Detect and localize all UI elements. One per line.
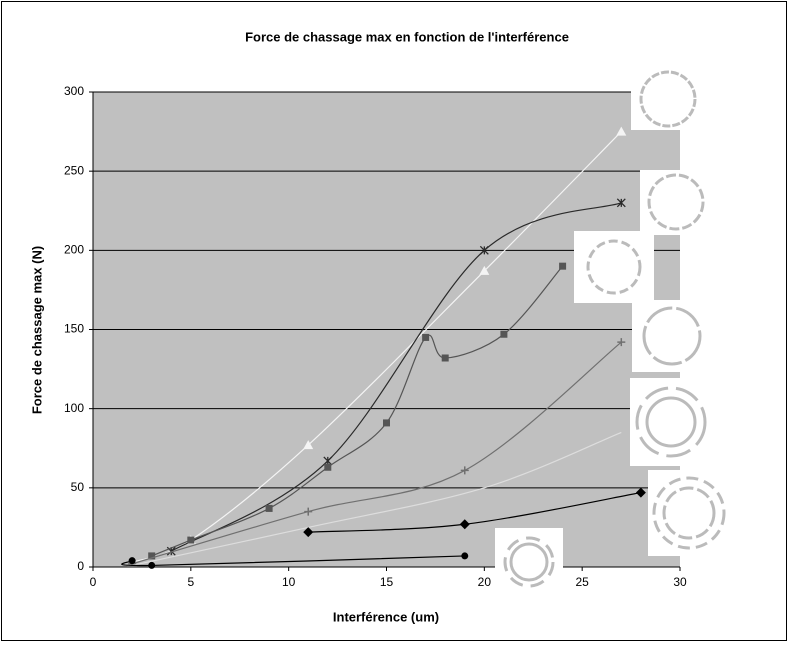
marker bbox=[324, 464, 331, 471]
x-tick-label: 0 bbox=[90, 575, 97, 589]
marker bbox=[422, 334, 429, 341]
x-tick-label: 20 bbox=[478, 575, 492, 589]
y-axis-title: Force de chassage max (N) bbox=[29, 246, 44, 414]
y-tick-label: 150 bbox=[64, 322, 84, 336]
y-tick-label: 0 bbox=[77, 559, 84, 573]
x-tick-label: 15 bbox=[380, 575, 394, 589]
marker bbox=[500, 331, 507, 338]
marker bbox=[148, 562, 155, 569]
y-tick-label: 250 bbox=[64, 163, 84, 177]
x-axis-title: Interférence (um) bbox=[333, 609, 439, 624]
x-tick-label: 30 bbox=[673, 575, 687, 589]
marker bbox=[383, 419, 390, 426]
marker bbox=[461, 552, 468, 559]
marker bbox=[187, 537, 194, 544]
marker bbox=[442, 355, 449, 362]
y-tick-label: 200 bbox=[64, 243, 84, 257]
x-tick-label: 25 bbox=[575, 575, 589, 589]
y-tick-label: 300 bbox=[64, 84, 84, 98]
x-tick-label: 5 bbox=[187, 575, 194, 589]
y-tick-label: 50 bbox=[71, 480, 85, 494]
x-tick-label: 10 bbox=[282, 575, 296, 589]
marker bbox=[559, 263, 566, 270]
chart: Force de chassage max en fonction de l'i… bbox=[0, 0, 789, 643]
marker bbox=[266, 505, 273, 512]
chart-title: Force de chassage max en fonction de l'i… bbox=[245, 29, 569, 44]
marker bbox=[129, 557, 136, 564]
y-tick-label: 100 bbox=[64, 401, 84, 415]
